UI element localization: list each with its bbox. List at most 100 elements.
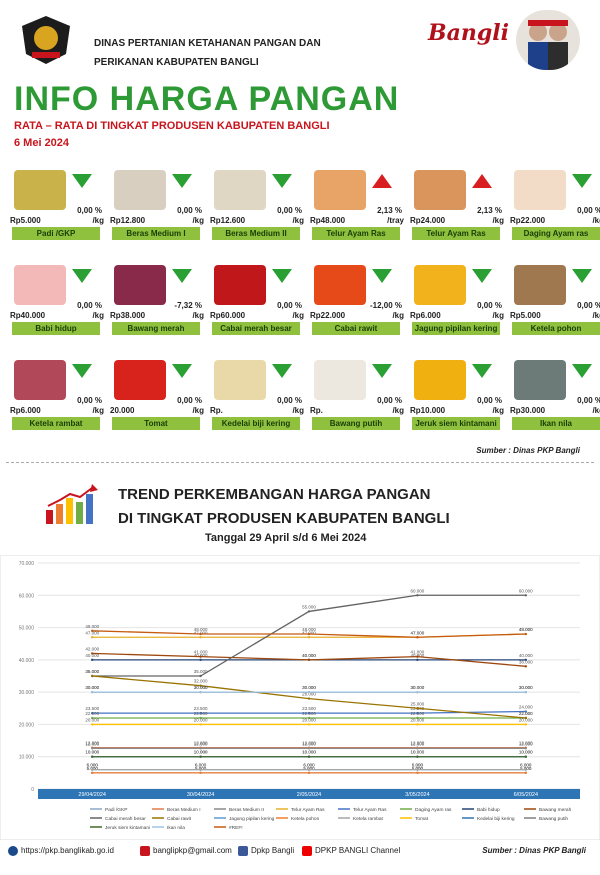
price-unit: /kg (92, 311, 104, 320)
data-label: 20.000 (411, 717, 425, 722)
data-label: 55.000 (302, 604, 316, 609)
data-label: 12.600 (411, 741, 425, 746)
data-label: 35.000 (85, 669, 99, 674)
data-label: 22.000 (411, 711, 425, 716)
data-label: 10.000 (411, 750, 425, 755)
data-point (307, 747, 311, 750)
data-label: 12.800 (302, 741, 316, 746)
data-label: 5.000 (87, 766, 99, 771)
data-label: 60.000 (411, 588, 425, 593)
chili-icon (214, 265, 266, 305)
price: Rp22.000 (510, 216, 546, 225)
rice-icon (214, 170, 266, 210)
price-unit: /kg (592, 406, 600, 415)
data-point (307, 658, 311, 662)
commodity-name: Jagung pipilan kering (412, 322, 500, 335)
price: Rp22.000 (310, 311, 346, 320)
price: Rp12.800 (110, 216, 146, 225)
data-point (307, 632, 311, 636)
sweet-potato-icon (14, 360, 66, 400)
trend-down-icon (472, 269, 492, 283)
commodity-item: 0,00 % Rp. /kg Kedelai biji kering (210, 360, 308, 440)
commodity-item: 0,00 % Rp5.000/kg Padi /GKP (10, 170, 108, 250)
commodity-name: Beras Medium I (112, 227, 200, 240)
website-link[interactable]: https://pkp.banglikab.go.id (8, 846, 114, 856)
data-label: 5.000 (87, 766, 99, 771)
data-point (524, 710, 527, 713)
commodity-item: 0,00 % Rp30.000/kg Ikan nila (510, 360, 600, 440)
data-label: 23.500 (302, 706, 316, 711)
info-section: DINAS PERTANIAN KETAHANAN PANGAN DAN PER… (10, 10, 600, 455)
data-label: 10.000 (85, 750, 99, 755)
data-point (91, 711, 94, 715)
price: Rp12.600 (210, 216, 246, 225)
price: Rp. (210, 406, 223, 415)
data-label: 12.800 (411, 741, 425, 746)
x-tick-label: 30/04/2024 (187, 792, 215, 798)
grain-icon (14, 170, 66, 210)
data-label: 12.800 (519, 741, 533, 746)
data-label: 5.000 (520, 766, 532, 771)
trend-down-icon (572, 364, 592, 378)
price-unit: /kg (392, 406, 404, 415)
data-label: 6.000 (520, 763, 532, 768)
legend-label: Bawang merah (539, 807, 572, 813)
price-change: 0,00 % (177, 206, 202, 215)
data-label: 49.000 (85, 624, 99, 629)
data-label: 10.000 (519, 750, 533, 755)
trend-up-icon (472, 174, 492, 188)
legend-label: Cabai merah besar (105, 816, 146, 822)
commodity-name: Beras Medium II (212, 227, 300, 240)
price-change: 0,00 % (577, 396, 600, 405)
trend-title: TREND PERKEMBANGAN HARGA PANGAN (118, 486, 431, 503)
data-label: 60.000 (519, 588, 533, 593)
data-point (91, 723, 94, 726)
data-point (199, 690, 202, 694)
data-point (199, 632, 202, 636)
data-label: 6.000 (520, 763, 532, 768)
data-label: 47.000 (85, 630, 99, 635)
data-point (307, 768, 311, 771)
data-label: 22.000 (85, 711, 99, 716)
y-tick-label: 20.000 (19, 722, 35, 728)
price-change: 0,00 % (277, 396, 302, 405)
data-point (416, 594, 419, 597)
report-date: 6 Mei 2024 (14, 137, 70, 149)
price-change: 0,00 % (577, 206, 600, 215)
data-label: 41.000 (411, 650, 425, 655)
price-change: 0,00 % (477, 396, 502, 405)
trend-down-icon (372, 364, 392, 378)
email-link[interactable]: banglipkp@gmail.com (140, 846, 232, 856)
commodity-item: -12,00 % Rp22.000/kg Cabai rawit (310, 265, 408, 345)
data-label: 42.000 (85, 646, 99, 651)
data-label: 30.000 (194, 685, 208, 690)
footer-source: Sumber : Dinas PKP Bangli (482, 846, 586, 855)
x-axis-band (38, 789, 580, 799)
data-point (524, 716, 527, 720)
commodity-name: Ikan nila (512, 417, 600, 430)
data-label: 5.000 (520, 766, 532, 771)
legend-label: Cabai rawit (167, 816, 192, 822)
price: Rp30.000 (510, 406, 546, 415)
commodity-item: 0,00 % Rp12.800/kg Beras Medium I (110, 170, 208, 250)
data-label: 12.600 (194, 741, 208, 746)
price: Rp5.000 (10, 216, 41, 225)
data-point (91, 658, 94, 662)
price-change: -12,00 % (369, 301, 402, 310)
orange-icon (414, 360, 466, 400)
price: Rp40.000 (10, 311, 46, 320)
facebook-link[interactable]: Dpkp Bangli (238, 846, 294, 856)
y-tick-label: 30.000 (19, 690, 35, 696)
data-label: 20.000 (302, 717, 316, 722)
data-point (524, 723, 527, 726)
y-tick-label: 60.000 (19, 593, 35, 599)
data-point (416, 711, 419, 715)
trend-down-icon (272, 364, 292, 378)
x-tick-label: 3/05/2024 (405, 792, 429, 798)
fish-icon (514, 360, 566, 400)
data-label: 40.000 (85, 653, 99, 658)
data-label: 30.000 (85, 685, 99, 690)
data-point (524, 771, 527, 775)
youtube-link[interactable]: DPKP BANGLI Channel (302, 846, 400, 856)
price-change: 0,00 % (477, 301, 502, 310)
